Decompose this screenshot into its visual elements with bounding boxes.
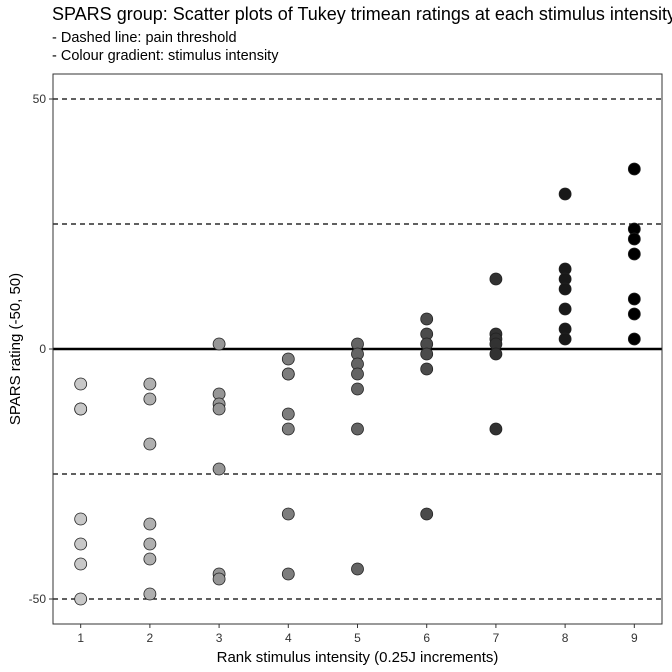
data-point	[420, 507, 434, 521]
data-point	[558, 282, 572, 296]
data-point	[74, 402, 88, 416]
data-point	[627, 162, 641, 176]
data-points	[74, 162, 641, 606]
y-tick-label: 50	[33, 92, 47, 106]
data-point	[420, 312, 434, 326]
data-point	[420, 347, 434, 361]
data-point	[627, 307, 641, 321]
chart-title: SPARS group: Scatter plots of Tukey trim…	[52, 4, 672, 24]
x-tick-label: 3	[216, 631, 223, 645]
data-point	[212, 402, 226, 416]
data-point	[281, 507, 295, 521]
data-point	[351, 562, 364, 576]
x-tick-label: 7	[493, 631, 500, 645]
data-point	[143, 517, 157, 531]
data-point	[143, 392, 157, 406]
data-point	[74, 592, 88, 606]
data-point	[74, 537, 88, 551]
data-point	[143, 587, 157, 601]
data-point	[143, 377, 157, 391]
y-axis-ticks: -50 0 50	[29, 92, 53, 606]
data-point	[558, 302, 572, 316]
data-point	[74, 512, 88, 526]
x-tick-label: 6	[423, 631, 430, 645]
data-point	[281, 352, 295, 366]
data-point	[627, 232, 641, 246]
data-point	[143, 437, 157, 451]
data-point	[281, 407, 295, 421]
y-axis-title: SPARS rating (-50, 50)	[7, 273, 24, 425]
data-point	[558, 187, 572, 201]
data-point	[489, 347, 503, 361]
y-tick-label: 0	[39, 342, 46, 356]
x-tick-label: 9	[631, 631, 638, 645]
data-point	[212, 572, 226, 586]
data-point	[627, 292, 641, 306]
data-point	[281, 367, 295, 381]
data-point	[143, 537, 157, 551]
x-axis-title: Rank stimulus intensity (0.25J increment…	[217, 649, 499, 666]
data-point	[74, 557, 88, 571]
chart-subtitle-colour-gradient: - Colour gradient: stimulus intensity	[52, 48, 279, 64]
data-point	[351, 382, 364, 396]
data-point	[627, 247, 641, 261]
y-tick-label: -50	[29, 592, 47, 606]
data-point	[212, 462, 226, 476]
data-point	[74, 377, 88, 391]
data-point	[351, 422, 364, 436]
data-point	[558, 332, 572, 346]
x-tick-label: 2	[147, 631, 154, 645]
x-tick-label: 5	[354, 631, 361, 645]
data-point	[489, 272, 503, 286]
x-tick-label: 1	[77, 631, 84, 645]
x-tick-label: 8	[562, 631, 569, 645]
data-point	[212, 337, 226, 351]
data-point	[281, 422, 295, 436]
x-axis-ticks: 1 2 3 4 5 6 7 8 9	[77, 624, 638, 645]
data-point	[627, 332, 641, 346]
data-point	[489, 422, 503, 436]
data-point	[351, 367, 364, 381]
x-tick-label: 4	[285, 631, 292, 645]
chart-subtitle-dashed-line: - Dashed line: pain threshold	[52, 30, 237, 46]
data-point	[420, 362, 434, 376]
data-point	[143, 552, 157, 566]
data-point	[281, 567, 295, 581]
